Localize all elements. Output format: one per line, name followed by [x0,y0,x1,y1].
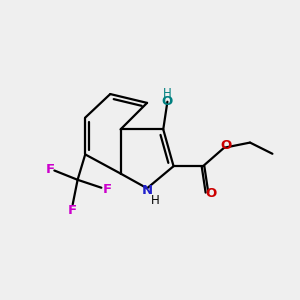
Text: O: O [206,188,217,200]
Text: H: H [162,87,171,100]
Text: N: N [142,184,153,197]
Text: F: F [103,183,112,196]
Text: F: F [45,163,55,176]
Text: H: H [151,194,160,207]
Text: O: O [162,95,173,108]
Text: O: O [220,139,231,152]
Text: F: F [68,204,77,217]
